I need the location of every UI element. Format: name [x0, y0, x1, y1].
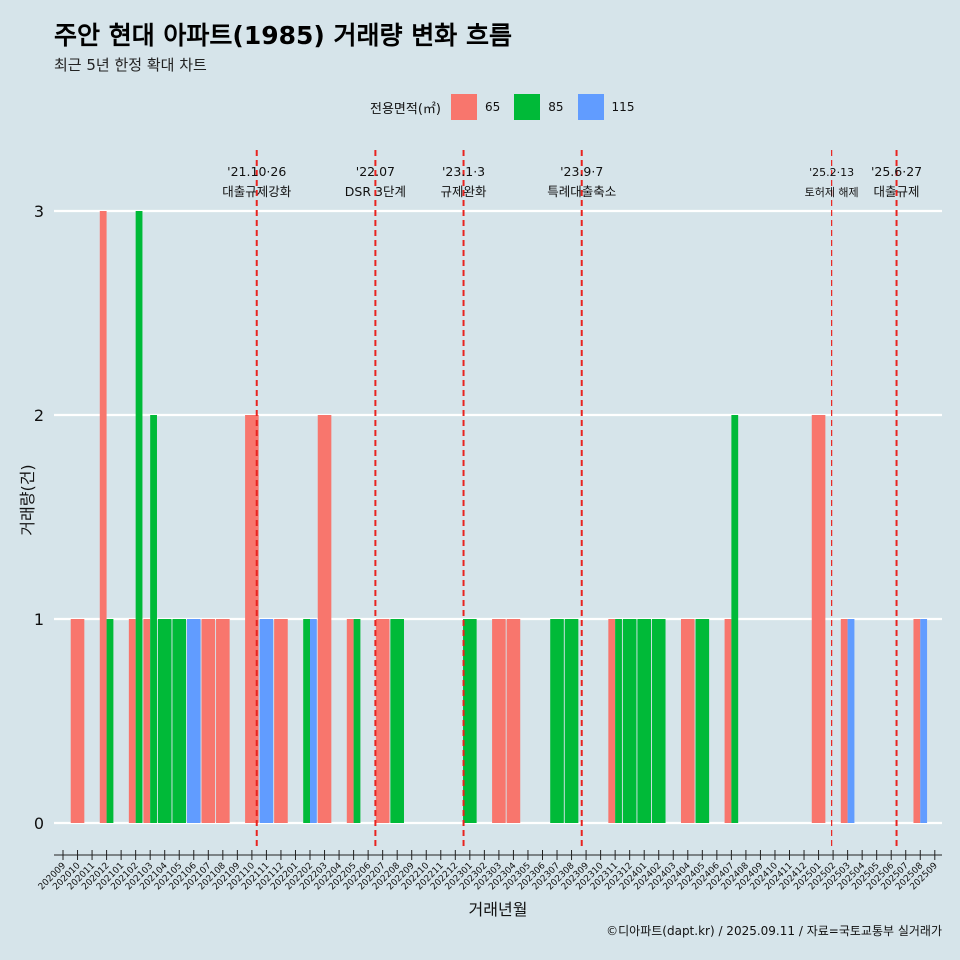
x-axis-title: 거래년월	[469, 900, 528, 919]
bar-202303-65	[492, 619, 506, 823]
bar-202401-85	[637, 619, 651, 823]
bar-202311-85	[615, 619, 622, 823]
legend-item-115: 115	[577, 94, 635, 120]
event-date-label: '23.1·3	[442, 164, 485, 179]
legend-label-85: 85	[548, 100, 564, 114]
event-date-label: '21.10·26	[227, 164, 286, 179]
event-date-label: '25.6·27	[871, 164, 922, 179]
bar-202207-65	[375, 619, 390, 823]
bar-202110-65	[245, 415, 259, 823]
bar-202111-115	[259, 619, 274, 823]
bar-202304-65	[506, 619, 521, 823]
bar-202205-65	[346, 619, 354, 823]
event-name-label: 대출규제강화	[222, 184, 292, 199]
bar-202203-65	[317, 415, 332, 823]
bar-202503-115	[847, 619, 855, 823]
bar-202508-115	[920, 619, 928, 823]
bar-202404-65	[680, 619, 695, 823]
legend-swatch-65	[450, 94, 477, 120]
chart-subtitle: 최근 5년 한정 확대 차트	[54, 56, 207, 74]
event-name-label: DSR 3단계	[345, 184, 406, 199]
bar-202501-65	[811, 415, 826, 823]
event-date-label: '23.9·7	[560, 164, 603, 179]
bar-202102-65	[128, 619, 136, 823]
y-tick-label: 0	[34, 814, 44, 833]
y-tick-label: 3	[34, 202, 44, 221]
bar-202105-85	[172, 619, 187, 823]
bar-202407-65	[724, 619, 732, 823]
bar-202308-85	[564, 619, 579, 823]
bar-202312-85	[622, 619, 637, 823]
bar-202102-85	[135, 211, 143, 823]
event-date-label: '22.07	[356, 164, 395, 179]
legend-title: 전용면적(㎡)	[370, 101, 441, 117]
bar-202107-65	[201, 619, 216, 823]
chart-title: 주안 현대 아파트(1985) 거래량 변화 흐름	[54, 21, 512, 50]
bar-202103-65	[143, 619, 151, 823]
bar-202202-115	[310, 619, 317, 823]
bar-202104-85	[157, 619, 172, 823]
event-name-label: 특례대출축소	[547, 184, 616, 199]
bar-202205-85	[353, 619, 361, 823]
legend-swatch-115	[577, 94, 604, 120]
legend-label-115: 115	[611, 100, 635, 114]
bar-202012-85	[106, 619, 114, 823]
legend: 전용면적(㎡) 65 85 115	[370, 92, 648, 122]
bar-202301-85	[463, 619, 477, 823]
source-caption: ©디아파트(dapt.kr) / 2025.09.11 / 자료=국토교통부 실…	[606, 924, 942, 938]
legend-item-65: 65	[450, 94, 501, 120]
bar-202402-85	[651, 619, 666, 823]
y-tick-label: 1	[34, 610, 44, 629]
bar-202112-65	[274, 619, 288, 823]
y-axis-title: 거래량(건)	[18, 464, 37, 535]
bar-202108-65	[216, 619, 230, 823]
bar-202103-85	[150, 415, 157, 823]
event-name-label: 규제완화	[441, 184, 488, 199]
y-tick-label: 2	[34, 406, 44, 425]
legend-swatch-85	[514, 94, 541, 120]
bar-202508-65	[913, 619, 921, 823]
bar-202208-85	[390, 619, 404, 823]
bar-202407-85	[731, 415, 739, 823]
bar-202311-65	[608, 619, 616, 823]
event-name-label: 대출규제	[874, 184, 920, 199]
bar-202012-65	[99, 211, 107, 823]
bar-202106-115	[186, 619, 201, 823]
bar-202202-85	[303, 619, 311, 823]
event-name-label: 토허제 해제	[805, 185, 859, 199]
bar-202307-85	[550, 619, 564, 823]
legend-item-85: 85	[514, 94, 564, 120]
bar-202010-65	[70, 619, 85, 823]
bar-202503-65	[840, 619, 848, 823]
legend-label-65: 65	[484, 100, 501, 114]
bar-202405-85	[695, 619, 710, 823]
event-date-label: '25.2·13	[809, 166, 854, 179]
